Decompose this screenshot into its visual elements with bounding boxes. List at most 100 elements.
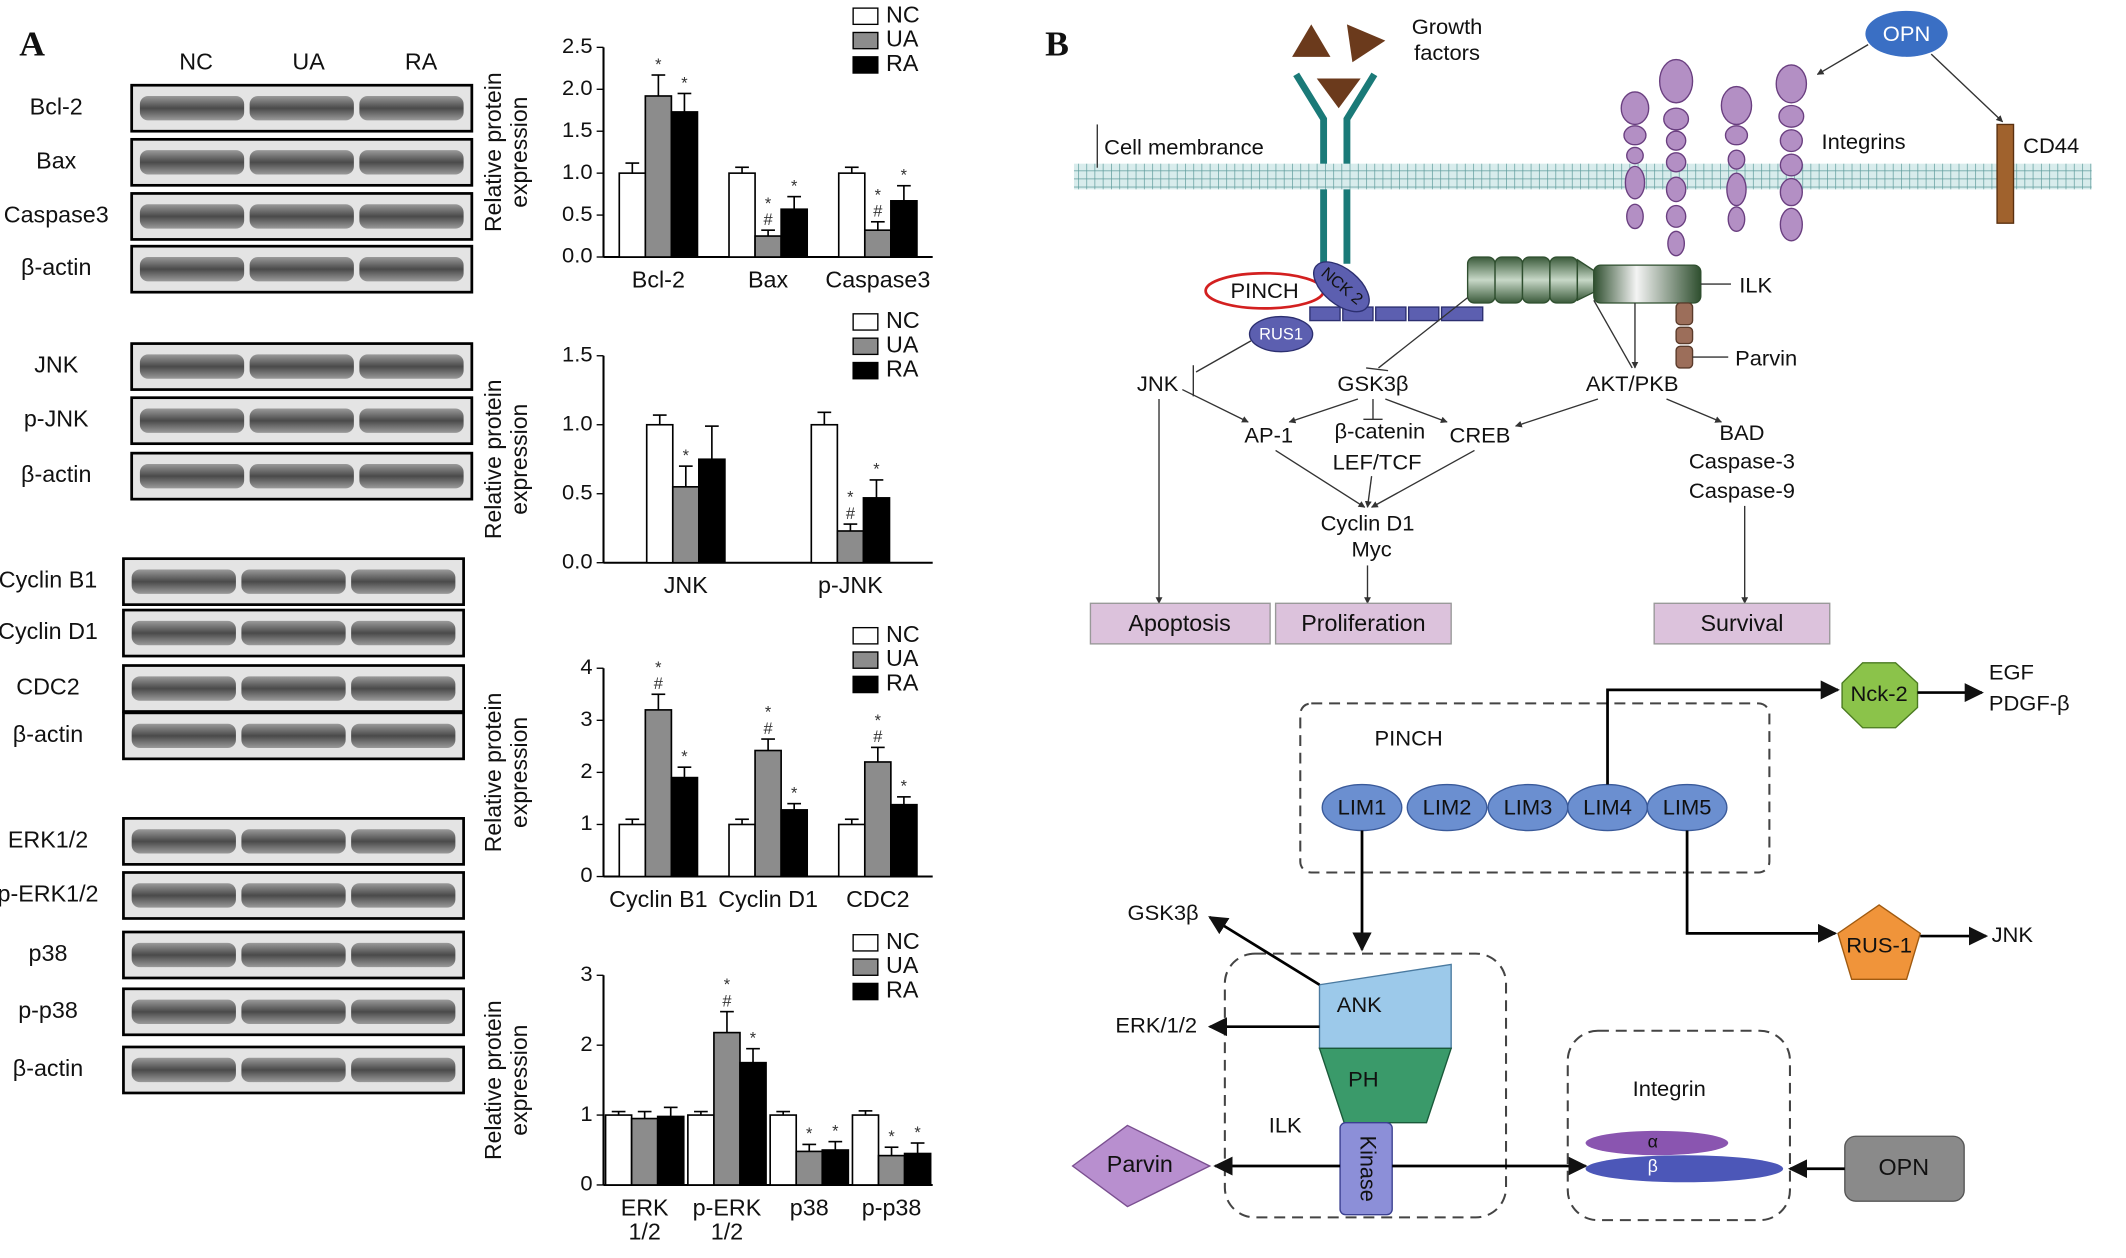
bar [698, 458, 726, 564]
bar [821, 1149, 850, 1186]
x-tick-label: p-ERK 1/2 [693, 1195, 762, 1245]
blot-band [351, 999, 456, 1024]
blot-label: JNK [34, 352, 79, 378]
blot-label: β-actin [13, 721, 83, 747]
label: GSK3β [1128, 900, 1199, 925]
label: CD44 [2023, 133, 2079, 158]
significance-mark: * [847, 489, 854, 507]
label: β [1648, 1156, 1658, 1176]
blot-band [241, 1057, 346, 1083]
integrin-alpha [1585, 1130, 1729, 1156]
blot-band [241, 620, 346, 646]
blot-band [249, 354, 354, 379]
bar [780, 809, 809, 878]
y-tick-label: 1 [580, 810, 592, 835]
significance-mark: # [873, 203, 882, 221]
blot-band [249, 96, 354, 121]
bar [754, 749, 782, 878]
parvin-chain [1675, 302, 1694, 369]
bar [604, 1114, 633, 1186]
bar [671, 486, 700, 564]
y-tick-label: 3 [580, 961, 592, 986]
ilk [1593, 264, 1702, 304]
blot-band [241, 829, 346, 854]
pinch-chain [1309, 306, 1484, 322]
label: Proliferation [1301, 610, 1425, 636]
bar [739, 1061, 767, 1186]
blot-band [131, 942, 236, 968]
x-tick-label: p-p38 [862, 1195, 922, 1221]
label: PINCH [1231, 278, 1299, 303]
label: PDGF-β [1989, 691, 2070, 716]
label: ANK [1337, 992, 1383, 1017]
x-tick-label: Cyclin D1 [718, 886, 818, 912]
bar [670, 776, 699, 878]
blot-label: Cyclin B1 [0, 567, 97, 593]
bar [851, 1114, 880, 1186]
significance-mark: * [791, 178, 798, 196]
y-axis-title: Relative proteinexpression [480, 379, 532, 539]
blot-band [351, 569, 456, 594]
y-axis-title: Relative proteinexpression [480, 72, 532, 232]
legend-swatch [852, 56, 879, 74]
x-tick-label: Cyclin B1 [609, 886, 707, 912]
blot-label: Caspase3 [4, 202, 109, 228]
legend-label: UA [886, 26, 919, 52]
label: Nck-2 [1850, 681, 1907, 706]
bar [863, 229, 892, 258]
x-tick-label: p38 [790, 1195, 829, 1221]
legend-swatch [852, 958, 879, 976]
lane-label: RA [405, 49, 438, 75]
significance-mark: * [655, 659, 662, 677]
bar [728, 172, 756, 258]
pinch-box [1299, 702, 1771, 874]
blot-band [351, 723, 456, 749]
bar [837, 823, 866, 878]
blot-band [359, 257, 464, 282]
legend-label: NC [886, 621, 920, 647]
ilk-box [1223, 952, 1508, 1219]
blot-band [249, 463, 354, 489]
x-tick-label: Bcl-2 [632, 267, 685, 293]
label: Parvin [1735, 346, 1797, 371]
lim-domains: LIM1 LIM2 LIM3 LIM4 LIM5 [1321, 783, 1728, 832]
blot-band [249, 257, 354, 282]
y-tick-label: 1.0 [562, 159, 592, 184]
bar [644, 709, 673, 878]
y-tick-label: 1.5 [562, 117, 592, 142]
significance-mark: * [888, 1128, 895, 1146]
label: β-catenin [1335, 419, 1426, 444]
lane-label: NC [179, 49, 213, 75]
significance-mark: # [846, 505, 855, 523]
blot-band [131, 620, 236, 646]
y-tick-label: 0.0 [562, 243, 592, 268]
blot-label: CDC2 [16, 674, 79, 700]
label: OPN [1879, 1154, 1930, 1180]
legend-label: RA [886, 50, 919, 76]
blot-band [359, 408, 464, 433]
blot-band [351, 620, 456, 646]
blot-band [359, 150, 464, 175]
bar [837, 172, 866, 258]
significance-mark: * [873, 461, 880, 479]
x-tick-label: Bax [748, 267, 789, 293]
blot-band [139, 408, 245, 433]
bar [877, 1154, 906, 1186]
label: AP-1 [1244, 423, 1293, 448]
outcome-box [1089, 602, 1271, 645]
blot-band [359, 96, 464, 121]
label: Parvin [1107, 1151, 1173, 1177]
blot-band [139, 150, 245, 175]
label: Caspase-3 [1689, 448, 1795, 473]
label: LIM3 [1504, 795, 1553, 820]
significance-mark: * [791, 785, 798, 803]
integrin-chain [1620, 58, 1808, 257]
parvin [1071, 1124, 1212, 1208]
label: LIM5 [1663, 795, 1712, 820]
blot-label: Cyclin D1 [0, 618, 98, 644]
significance-mark: * [875, 186, 882, 204]
integrin-box [1566, 1029, 1791, 1222]
blot-band [241, 723, 346, 749]
label: ERK/1/2 [1115, 1013, 1197, 1038]
